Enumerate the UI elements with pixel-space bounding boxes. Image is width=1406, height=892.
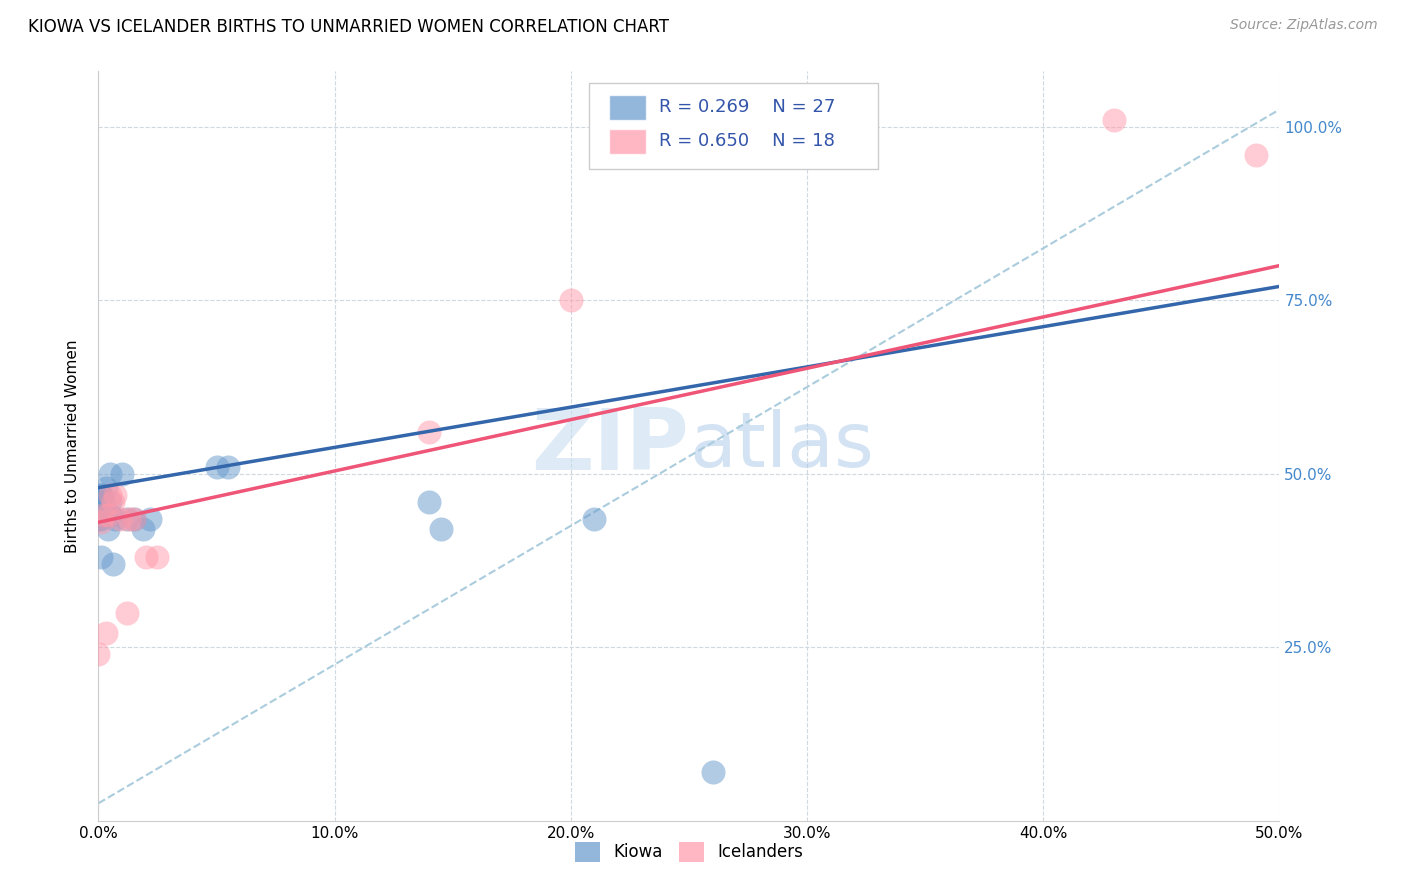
Point [104,487,127,501]
Point [139,512,162,526]
Point [97,522,120,536]
Point [104,512,127,526]
Point [702,765,724,780]
Point [98,467,121,481]
FancyBboxPatch shape [589,83,877,169]
Point [115,606,138,620]
Point [115,512,138,526]
Point [98,487,121,501]
Point [87,512,110,526]
Point [90,487,112,501]
Point [111,467,134,481]
Point [217,459,239,474]
Text: atlas: atlas [689,409,873,483]
Point [90,487,112,501]
Point [91,494,114,508]
Point [430,522,453,536]
Point [90,512,112,526]
Point [122,512,145,526]
Text: R = 0.269    N = 27: R = 0.269 N = 27 [659,98,835,116]
Text: ZIP: ZIP [531,404,689,488]
Point [98,508,121,523]
Point [205,459,228,474]
Point [122,512,145,526]
Bar [609,95,647,120]
Point [1244,147,1267,161]
Point [418,494,440,508]
Point [97,508,120,523]
Point [118,512,141,526]
Point [101,494,124,508]
Y-axis label: Births to Unmarried Women: Births to Unmarried Women [65,339,80,553]
Point [87,647,110,661]
Bar [609,129,647,153]
Point [135,549,157,564]
Point [91,508,114,523]
Point [583,512,606,526]
Text: R = 0.650    N = 18: R = 0.650 N = 18 [659,132,835,150]
Point [87,508,110,523]
Point [94,481,117,495]
Point [418,425,440,439]
Point [94,626,117,640]
Point [91,508,114,523]
Point [98,494,121,508]
Text: Source: ZipAtlas.com: Source: ZipAtlas.com [1230,18,1378,32]
Point [1102,112,1125,127]
Point [90,516,112,530]
Point [146,549,169,564]
Legend: Kiowa, Icelanders: Kiowa, Icelanders [568,835,810,869]
Point [87,494,110,508]
Point [560,293,582,308]
Point [108,512,131,526]
Text: KIOWA VS ICELANDER BIRTHS TO UNMARRIED WOMEN CORRELATION CHART: KIOWA VS ICELANDER BIRTHS TO UNMARRIED W… [28,18,669,36]
Point [132,522,155,536]
Point [101,557,124,571]
Point [90,549,112,564]
